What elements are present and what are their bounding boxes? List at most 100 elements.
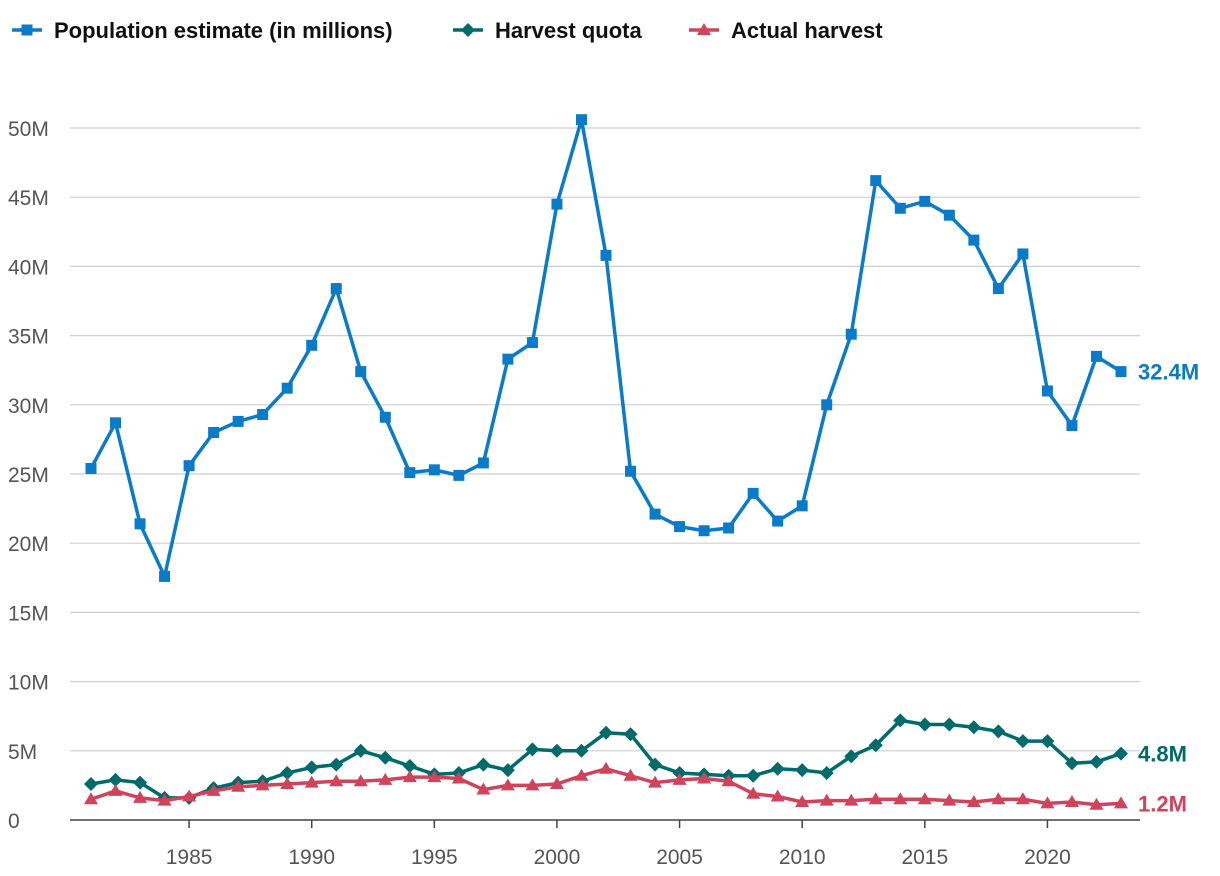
y-tick-label: 10M xyxy=(8,672,49,695)
y-tick-label: 5M xyxy=(8,741,37,764)
data-point xyxy=(306,339,318,351)
data-point xyxy=(625,465,637,477)
series-line xyxy=(89,117,1122,579)
legend-square-icon xyxy=(21,24,33,36)
data-point xyxy=(894,202,906,214)
data-point xyxy=(795,795,810,808)
data-point xyxy=(943,209,955,221)
data-point xyxy=(942,793,957,806)
x-tick-label: 2005 xyxy=(656,846,703,869)
data-point xyxy=(84,777,98,792)
data-point xyxy=(281,382,293,394)
y-tick-label: 0 xyxy=(8,810,20,833)
data-point xyxy=(133,790,148,803)
legend-label: Harvest quota xyxy=(495,18,642,43)
data-point xyxy=(1064,795,1079,808)
data-point xyxy=(698,525,710,537)
data-point xyxy=(1015,734,1030,749)
data-point xyxy=(574,743,589,758)
data-point xyxy=(623,727,638,742)
data-point xyxy=(599,725,613,740)
data-point xyxy=(525,742,540,757)
data-point xyxy=(1017,248,1029,260)
legend-triangle-icon xyxy=(697,23,711,35)
data-point xyxy=(674,521,686,533)
y-tick-label: 30M xyxy=(8,395,49,418)
data-point xyxy=(870,175,882,187)
data-point xyxy=(845,328,857,340)
data-point xyxy=(206,783,221,796)
data-point xyxy=(795,763,810,778)
data-point xyxy=(428,464,440,476)
x-tick-label: 2020 xyxy=(1024,846,1071,869)
data-point xyxy=(257,408,269,420)
data-point xyxy=(451,771,466,784)
data-point xyxy=(329,774,344,787)
data-point xyxy=(721,774,736,787)
data-point xyxy=(772,515,784,527)
data-point xyxy=(746,786,761,799)
data-point xyxy=(649,508,661,520)
data-point xyxy=(966,795,981,808)
data-point xyxy=(182,789,197,802)
data-point xyxy=(379,411,391,423)
data-point xyxy=(378,750,393,765)
data-point xyxy=(893,792,908,805)
data-point xyxy=(476,757,491,772)
data-point xyxy=(402,759,417,774)
data-point xyxy=(1089,797,1104,810)
data-point xyxy=(84,792,98,805)
data-point xyxy=(183,460,195,472)
x-tick-label: 2010 xyxy=(779,846,826,869)
data-point xyxy=(108,783,123,796)
data-point xyxy=(500,778,515,791)
data-point xyxy=(991,724,1006,739)
data-point xyxy=(525,778,540,791)
y-tick-label: 15M xyxy=(8,602,49,625)
y-tick-label: 50M xyxy=(8,118,49,141)
data-point xyxy=(770,789,785,802)
end-label-actual-harvest: 1.2M xyxy=(1138,791,1187,816)
series-actual-harvest xyxy=(84,761,1128,810)
data-point xyxy=(477,457,489,469)
data-point xyxy=(329,757,344,772)
y-axis: 0 5M 10M 15M 20M 25M 30M 35M 40M 45M 50M xyxy=(8,118,49,833)
y-tick-label: 40M xyxy=(8,256,49,279)
data-point xyxy=(159,570,171,582)
data-point xyxy=(991,792,1006,805)
data-point xyxy=(600,249,612,261)
data-point xyxy=(1089,754,1104,769)
end-label-population-estimate-in-millions: 32.4M xyxy=(1138,360,1199,385)
data-point xyxy=(819,765,834,780)
data-point xyxy=(355,366,367,378)
data-point xyxy=(110,417,122,429)
data-point xyxy=(157,793,172,806)
data-point xyxy=(502,353,514,365)
data-point xyxy=(526,337,538,349)
data-point xyxy=(1041,385,1053,397)
data-point xyxy=(453,469,465,481)
data-point xyxy=(623,768,638,781)
data-point xyxy=(917,792,932,805)
y-tick-label: 25M xyxy=(8,464,49,487)
data-point xyxy=(1115,366,1127,378)
legend-item-population-estimate-in-millions: Population estimate (in millions) xyxy=(12,18,393,43)
data-point xyxy=(85,462,97,474)
end-label-harvest-quota: 4.8M xyxy=(1138,742,1187,767)
data-point xyxy=(232,415,244,427)
x-axis: 1985 1990 1995 2000 2005 2010 2015 2020 xyxy=(70,819,1140,869)
data-point xyxy=(1114,796,1128,809)
x-tick-label: 2000 xyxy=(534,846,581,869)
data-point xyxy=(747,487,759,499)
data-point xyxy=(648,775,663,788)
data-point xyxy=(551,198,563,210)
data-point xyxy=(574,768,589,781)
data-point xyxy=(968,234,980,246)
data-point xyxy=(255,778,270,791)
x-tick-label: 2015 xyxy=(901,846,948,869)
data-point xyxy=(378,772,393,785)
legend-item-harvest-quota: Harvest quota xyxy=(453,18,642,43)
data-point xyxy=(796,500,808,512)
data-point xyxy=(549,777,564,790)
